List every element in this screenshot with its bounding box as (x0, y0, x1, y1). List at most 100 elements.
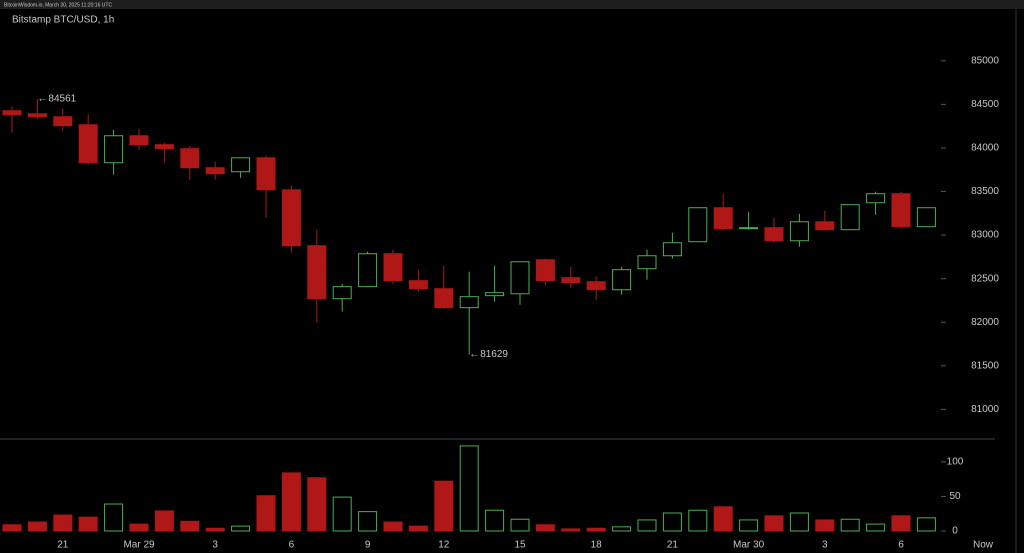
volume-bar (205, 527, 225, 532)
candle-body (510, 261, 530, 295)
volume-bar (891, 515, 911, 532)
y-tick-label: 83500 (971, 186, 999, 197)
candle-body (205, 167, 225, 175)
candle-body (307, 245, 327, 300)
volume-bar (612, 526, 632, 532)
candle-body (383, 253, 403, 282)
volume-bar (510, 518, 530, 532)
volume-bar (789, 512, 809, 532)
candle-body (916, 207, 936, 228)
candle-body (637, 255, 657, 270)
annotation-arrow: ← (37, 94, 47, 105)
y-tick-label: 82000 (971, 317, 999, 328)
volume-bar (535, 524, 555, 532)
candle-body (662, 242, 682, 257)
volume-bar (2, 524, 22, 532)
volume-bar (231, 525, 251, 532)
candle-body (180, 148, 200, 169)
volume-bar (485, 509, 505, 532)
y-tick-label: 84500 (971, 99, 999, 110)
candle-body (408, 280, 428, 290)
candle-body (713, 207, 733, 230)
volume-bar (256, 495, 276, 532)
volume-bar (434, 480, 454, 532)
volume-bar (332, 496, 352, 532)
volume-bar (53, 514, 73, 532)
volume-bar (739, 519, 759, 532)
candle-body (281, 189, 301, 247)
volume-bar (688, 509, 708, 532)
volume-bar (866, 523, 886, 532)
volume-bar (383, 521, 403, 532)
candle-body (789, 221, 809, 242)
volume-bar (358, 511, 378, 532)
volume-tick-label: 50 (949, 491, 961, 502)
candle-body (332, 286, 352, 300)
x-tick-label: 6 (289, 540, 295, 551)
top-bar (0, 0, 1024, 9)
candle-body (866, 193, 886, 204)
y-tick-label: 81000 (971, 404, 999, 415)
volume-bar (662, 512, 682, 532)
volume-bar (408, 525, 428, 532)
x-tick-label: 12 (438, 540, 450, 551)
candle-body (129, 135, 149, 146)
y-tick-label: 81500 (971, 360, 999, 371)
candle-body (840, 204, 860, 231)
candle-body (154, 144, 174, 150)
candle-body (231, 157, 251, 173)
volume-bar (104, 503, 124, 532)
candle-body (459, 296, 479, 309)
source-text: BitcoinWisdom.io, March 30, 2025 11:20:1… (4, 2, 112, 8)
candle-body (485, 292, 505, 297)
candle-body (434, 288, 454, 309)
volume-bar (764, 515, 784, 532)
volume-bar (154, 510, 174, 532)
candle-body (535, 259, 555, 282)
candle-body (891, 193, 911, 228)
candle-body (586, 281, 606, 291)
volume-bar (840, 518, 860, 532)
volume-bar (307, 477, 327, 532)
volume-bar (78, 516, 98, 532)
volume-bar (637, 519, 657, 532)
y-tick-label: 84000 (971, 143, 999, 154)
x-tick-label: 21 (667, 540, 679, 551)
x-tick-label: 3 (822, 540, 828, 551)
volume-bar (561, 528, 581, 532)
x-tick-label: Mar 29 (123, 540, 155, 551)
candle-body (561, 277, 581, 284)
x-tick-label: 21 (57, 540, 69, 551)
x-tick-label: 9 (365, 540, 371, 551)
candle-body (256, 157, 276, 191)
candle-body (104, 135, 124, 164)
y-tick-label: 82500 (971, 273, 999, 284)
volume-bar (916, 517, 936, 532)
now-label: Now (973, 540, 994, 551)
x-tick-label: Mar 30 (733, 540, 765, 551)
min-annotation: 81629 (480, 349, 508, 360)
candle-body (53, 116, 73, 127)
volume-bar (459, 445, 479, 532)
candle-body (688, 207, 708, 243)
volume-bar (815, 519, 835, 532)
candle-body (78, 124, 98, 164)
max-annotation: 84561 (48, 94, 76, 105)
candle-body (27, 113, 47, 118)
x-tick-label: 18 (591, 540, 603, 551)
y-tick-label: 85000 (971, 55, 999, 66)
chart-title: Bitstamp BTC/USD, 1h (12, 15, 114, 26)
x-tick-label: 6 (898, 540, 904, 551)
volume-bar (281, 472, 301, 532)
volume-bar (713, 506, 733, 532)
candle-body (612, 269, 632, 291)
candle-body (2, 110, 22, 116)
volume-bar (180, 520, 200, 532)
volume-tick-label: 0 (952, 526, 958, 537)
candle-body (815, 221, 835, 231)
volume-bar (586, 527, 606, 532)
x-tick-label: 3 (212, 540, 218, 551)
candle-body (358, 253, 378, 288)
volume-bar (27, 521, 47, 532)
